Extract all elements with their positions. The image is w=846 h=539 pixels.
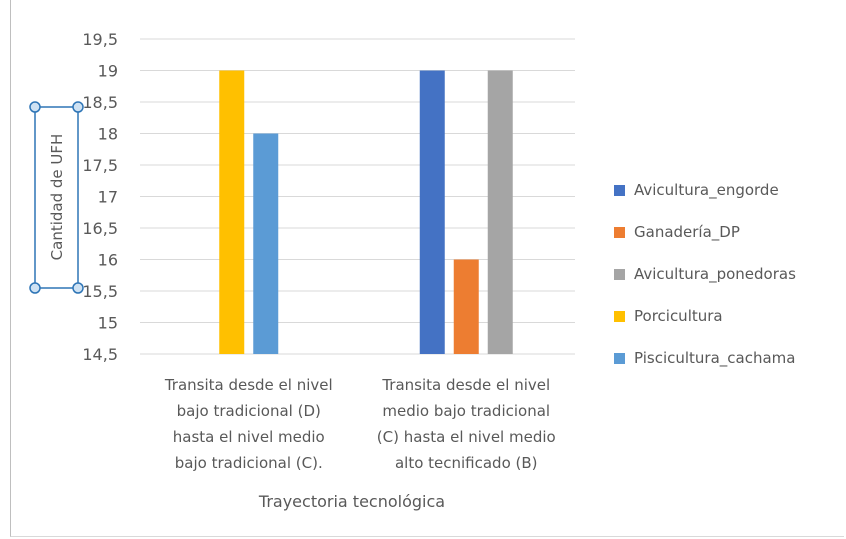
x-category-label-line: alto tecnificado (B)	[395, 454, 538, 472]
bar	[487, 70, 513, 354]
y-tick-label: 17	[98, 188, 118, 207]
legend-swatch	[614, 353, 625, 364]
x-category-labels: Transita desde el nivel bajo tradicional …	[164, 376, 556, 472]
y-tick-label: 19,5	[82, 30, 118, 49]
legend: Avicultura_engorde Ganadería_DP Avicultura…	[614, 181, 796, 368]
legend-label: Piscicultura_cachama	[634, 349, 795, 368]
x-category-label-line: medio bajo tradicional	[382, 402, 550, 420]
y-tick-label: 16	[98, 251, 118, 270]
y-tick-label: 14,5	[82, 345, 118, 364]
legend-label: Avicultura_ponedoras	[634, 265, 796, 284]
legend-swatch	[614, 227, 625, 238]
y-tick-label: 18	[98, 125, 118, 144]
bar	[253, 133, 279, 354]
legend-swatch	[614, 269, 625, 280]
x-category-label: Transita desde el nivel bajo tradicional …	[164, 376, 333, 472]
legend-label: Avicultura_engorde	[634, 181, 779, 200]
x-axis-title: Trayectoria tecnológica	[258, 492, 445, 511]
x-category-label-line: bajo tradicional (D)	[177, 402, 321, 420]
y-tick-label: 16,5	[82, 219, 118, 238]
y-tick-label: 18,5	[82, 93, 118, 112]
y-axis-title: Cantidad de UFH	[48, 134, 66, 261]
chart-frame	[10, 0, 844, 537]
legend-label: Ganadería_DP	[634, 223, 740, 242]
legend-label: Porcicultura	[634, 307, 723, 325]
y-tick-labels: 19,5 19 18,5 18 17,5 17 16,5 16 15,5 15 14,5	[82, 30, 118, 364]
x-category-label-line: (C) hasta el nivel medio	[377, 428, 556, 446]
y-tick-label: 17,5	[82, 156, 118, 175]
x-category-label-line: Transita desde el nivel	[164, 376, 333, 394]
x-category-label-line: bajo tradicional (C).	[175, 454, 323, 472]
y-tick-label: 19	[98, 62, 118, 81]
legend-swatch	[614, 185, 625, 196]
legend-swatch	[614, 311, 625, 322]
x-category-label-line: Transita desde el nivel	[381, 376, 550, 394]
y-tick-label: 15,5	[82, 282, 118, 301]
x-category-label-line: hasta el nivel medio	[173, 428, 325, 446]
x-category-label: Transita desde el nivel medio bajo tradic…	[377, 376, 556, 472]
bars	[219, 70, 513, 354]
bar	[453, 259, 479, 354]
bar	[419, 70, 445, 354]
bar	[219, 70, 245, 354]
y-tick-label: 15	[98, 314, 118, 333]
y-axis-title-box[interactable]: Cantidad de UFH	[29, 101, 84, 294]
